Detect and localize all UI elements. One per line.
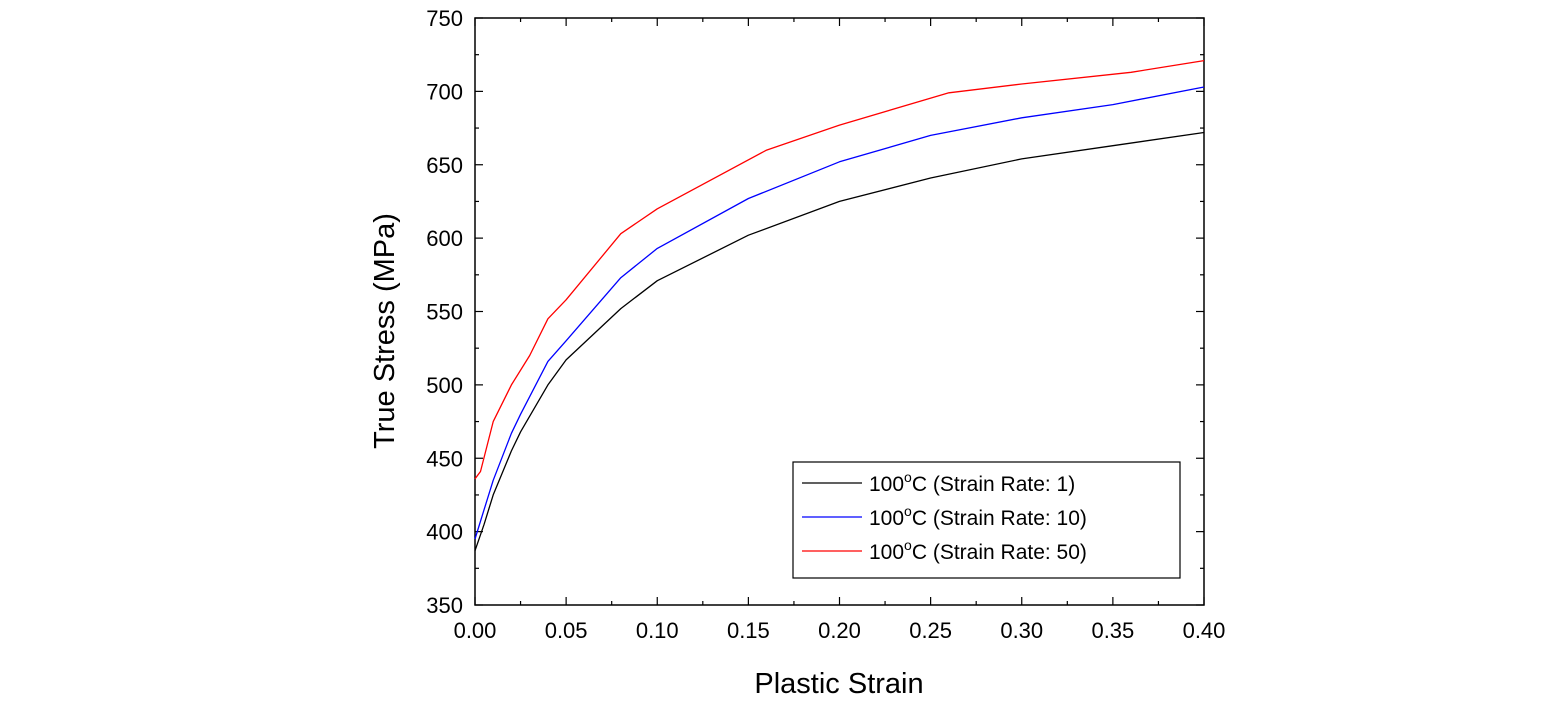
series-line-1 [474,131,1205,551]
legend-label-1: 100oC (Strain Rate: 1) [869,469,1075,496]
legend-box [792,461,1181,579]
series-line-2 [474,86,1205,540]
y-tick-label: 750 [426,6,463,31]
x-tick-label: 0.20 [818,618,861,643]
axis-tick-labels: 0.00 0.05 0.10 0.15 0.20 0.25 0.30 0.35 0.40 350 4… [426,6,1225,643]
y-tick-label: 500 [426,373,463,398]
y-tick-label: 450 [426,446,463,471]
y-tick-label: 700 [426,79,463,104]
series-lines [474,59,1205,551]
legend-label-3: 100oC (Strain Rate: 50) [869,537,1087,564]
y-tick-label: 600 [426,226,463,251]
legend: 100oC (Strain Rate: 1) 100oC (Strain Rate… [792,461,1181,579]
x-tick-label: 0.00 [454,618,497,643]
y-tick-label: 650 [426,153,463,178]
x-tick-label: 0.15 [727,618,770,643]
x-tick-label: 0.40 [1183,618,1226,643]
series-line-3 [474,59,1205,480]
x-tick-label: 0.30 [1000,618,1043,643]
legend-items: 100oC (Strain Rate: 1) 100oC (Strain Rate… [802,469,1087,564]
legend-label-2: 100oC (Strain Rate: 10) [869,503,1087,530]
y-axis-title: True Stress (MPa) [369,213,401,449]
axis-ticks [474,17,1205,606]
x-axis-title: Plastic Strain [754,668,923,700]
x-tick-label: 0.25 [909,618,952,643]
x-tick-label: 0.35 [1091,618,1134,643]
x-tick-label: 0.05 [545,618,588,643]
y-tick-label: 350 [426,593,463,618]
y-tick-label: 550 [426,300,463,325]
x-tick-label: 0.10 [636,618,679,643]
y-tick-label: 400 [426,520,463,545]
